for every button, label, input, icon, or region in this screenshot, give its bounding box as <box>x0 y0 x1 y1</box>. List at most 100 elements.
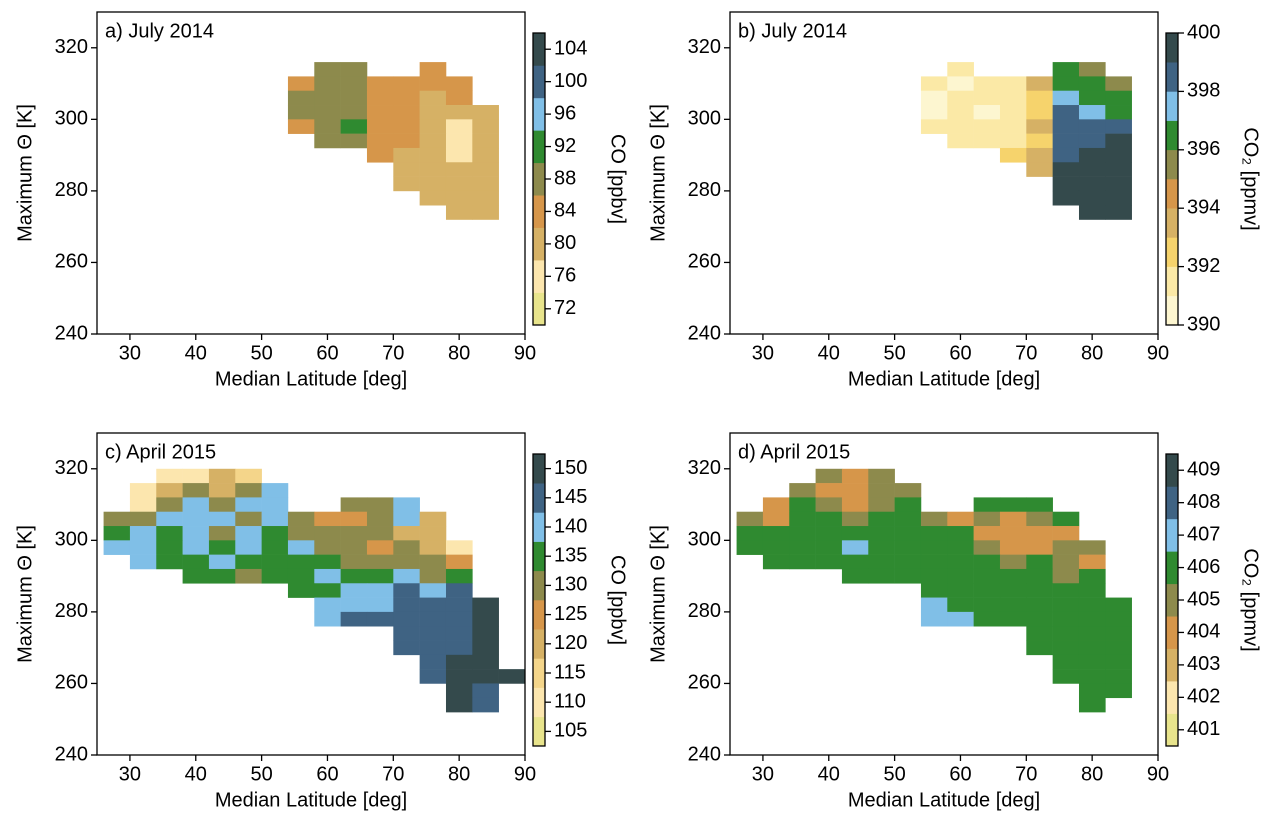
panel-title: a) July 2014 <box>105 20 214 42</box>
cell <box>445 640 473 656</box>
cell <box>1078 190 1106 206</box>
cell <box>1078 147 1106 163</box>
cell <box>1078 568 1106 584</box>
cell <box>419 147 447 163</box>
cell <box>366 583 394 598</box>
colorbar-tick-label: 409 <box>1187 459 1220 481</box>
cell <box>314 511 341 527</box>
cell <box>999 76 1027 92</box>
cell <box>340 62 368 77</box>
cell <box>1105 640 1132 656</box>
cell <box>1105 205 1132 220</box>
colorbar-band <box>1166 149 1178 180</box>
plot-frame <box>729 11 1159 335</box>
colorbar-band <box>1166 33 1178 63</box>
cell <box>419 511 447 527</box>
cell <box>498 669 526 684</box>
x-tick-label: 70 <box>1015 342 1037 364</box>
cell <box>815 497 843 513</box>
cell <box>947 583 974 598</box>
cell <box>841 497 869 513</box>
cell <box>156 468 183 484</box>
cell <box>841 468 869 484</box>
cell <box>393 626 420 641</box>
cell <box>129 540 157 555</box>
cell <box>1052 147 1080 163</box>
colorbar-band <box>1166 295 1178 326</box>
colorbar-tick-label: 145 <box>554 486 587 508</box>
cell <box>999 583 1027 598</box>
panel: 30 40 50 60 70 80 90 240 260 280 300 320 Median Lati… <box>647 432 1262 811</box>
cell <box>1078 90 1106 106</box>
x-tick-label: 60 <box>316 763 338 785</box>
colorbar-band <box>533 687 545 718</box>
cell <box>947 119 974 134</box>
cell <box>393 611 420 627</box>
cell <box>287 554 315 570</box>
x-axis-label: Median Latitude [deg] <box>848 368 1040 390</box>
cell <box>868 540 895 555</box>
cell <box>472 119 499 134</box>
cell <box>920 526 948 541</box>
y-axis-label: Maximum Θ [K] <box>14 525 36 663</box>
colorbar-tick-label: 396 <box>1187 138 1220 160</box>
colorbar-band <box>1166 62 1178 92</box>
cell <box>1105 105 1132 120</box>
cell <box>1026 147 1053 163</box>
colorbar-tick-label: 104 <box>554 38 587 60</box>
cell <box>472 105 499 120</box>
y-tick-label: 260 <box>688 251 721 273</box>
cell <box>129 497 157 513</box>
x-tick-label: 70 <box>382 763 404 785</box>
cell <box>973 90 1001 106</box>
colorbar-tick-label: 404 <box>1187 621 1220 643</box>
cell <box>182 511 210 527</box>
cell <box>1078 597 1106 613</box>
cell <box>235 526 262 541</box>
cell <box>1078 540 1106 555</box>
colorbar-tick-label: 150 <box>554 457 587 479</box>
cell <box>235 497 262 513</box>
cell <box>947 597 974 613</box>
colorbar-band <box>1166 237 1178 267</box>
y-tick-label: 280 <box>688 600 721 622</box>
x-tick-label: 90 <box>514 342 536 364</box>
cell <box>894 526 922 541</box>
cell <box>261 497 289 513</box>
colorbar-tick-label: 105 <box>554 720 587 742</box>
cell <box>789 526 816 541</box>
cell <box>1052 669 1080 684</box>
colorbar-tick-label: 80 <box>554 232 576 254</box>
colorbar-tick-label: 403 <box>1187 653 1220 675</box>
cell <box>472 597 499 613</box>
colorbar-band <box>1166 454 1178 487</box>
cell <box>1026 626 1053 641</box>
colorbar-tick-label: 96 <box>554 102 576 124</box>
cell <box>366 90 394 106</box>
colorbar-tick-label: 407 <box>1187 523 1220 545</box>
cell <box>445 626 473 641</box>
cell <box>1078 76 1106 92</box>
panel-title: c) April 2015 <box>105 441 216 463</box>
cell <box>393 76 420 92</box>
cell <box>1026 511 1053 527</box>
colorbar-tick-label: 92 <box>554 135 576 157</box>
y-tick-label: 300 <box>688 108 721 130</box>
cell <box>920 568 948 584</box>
cell <box>920 597 948 613</box>
cell <box>235 468 262 484</box>
cell <box>789 483 816 498</box>
cell <box>445 190 473 206</box>
cell <box>1052 190 1080 206</box>
cell <box>340 554 368 570</box>
cell <box>973 133 1001 149</box>
cell <box>419 626 447 641</box>
cell <box>736 526 764 541</box>
cell <box>1052 176 1080 192</box>
colorbar-tick-label: 100 <box>554 70 587 92</box>
cell <box>419 583 447 598</box>
cell <box>445 568 473 584</box>
cell <box>762 511 790 527</box>
y-tick-label: 240 <box>55 322 88 344</box>
cell <box>1052 554 1080 570</box>
